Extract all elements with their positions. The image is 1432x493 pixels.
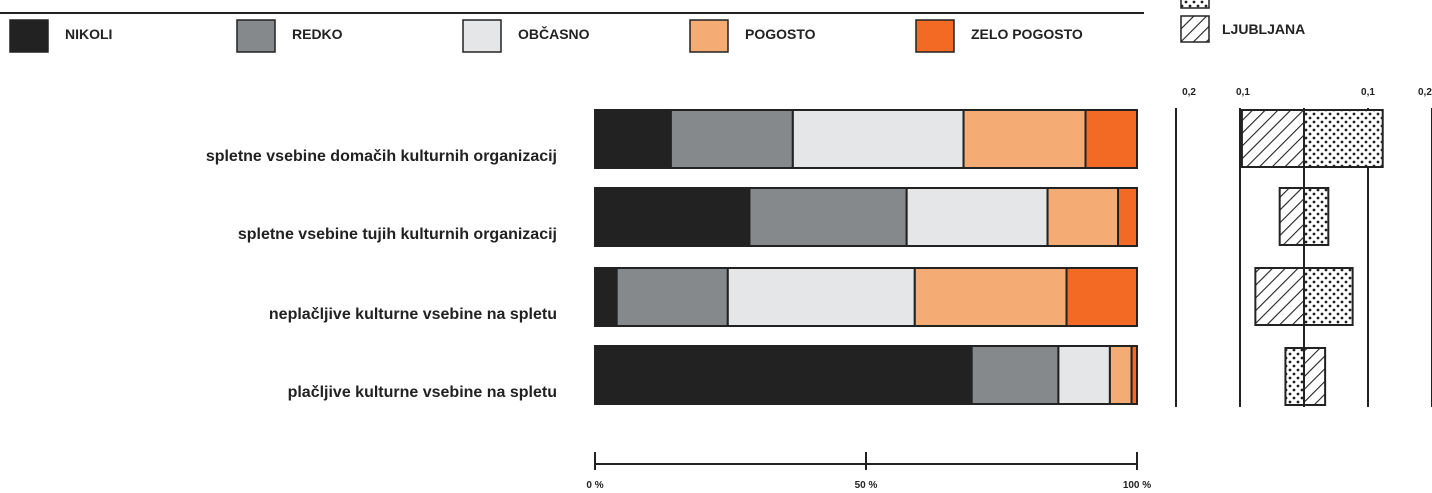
legend-label-obcasno: OBČASNO <box>518 25 590 42</box>
diverging-bar-chart: 0,2 0,1 0,1 0,2 <box>1175 87 1432 407</box>
bar-segment-redko <box>669 109 794 169</box>
x-tick-label: 0 % <box>586 480 603 491</box>
diverging-bar-hatched <box>1254 267 1305 326</box>
legend-label-ljubljana: LJUBLJANA <box>1222 21 1305 37</box>
legend-swatch-ljubljana <box>1180 15 1210 43</box>
category-labels: spletne vsebine domačih kulturnih organi… <box>206 148 557 401</box>
diverging-tick-label: 0,2 <box>1182 87 1196 98</box>
bar-segment-obcasno <box>791 109 965 169</box>
legend: NIKOLI REDKO OBČASNO POGOSTO ZELO POGOSTO LJ… <box>0 0 1305 53</box>
bar-segment-redko <box>748 187 908 247</box>
x-tick-label: 100 % <box>1123 480 1151 491</box>
legend-swatch-nikoli <box>9 19 49 53</box>
legend-swatch-dotted <box>1180 0 1210 9</box>
bar-segment-zelo-pogosto <box>1117 187 1139 247</box>
bar-segment-nikoli <box>594 187 751 247</box>
diverging-tick-label: 0,2 <box>1418 87 1432 98</box>
diverging-bar-hatched <box>1240 109 1306 168</box>
bar-segment-pogosto <box>913 267 1068 327</box>
legend-label-pogosto: POGOSTO <box>745 26 816 42</box>
legend-label-nikoli: NIKOLI <box>65 26 112 42</box>
bar-segment-pogosto <box>1108 345 1133 405</box>
diverging-bar-dotted <box>1303 267 1354 326</box>
legend-swatch-zelo-pogosto <box>915 19 955 53</box>
bar-segment-zelo-pogosto <box>1084 109 1139 169</box>
legend-swatch-pogosto <box>689 19 729 53</box>
legend-label-zelo-pogosto: ZELO POGOSTO <box>971 26 1083 42</box>
legend-swatch-redko <box>236 19 276 53</box>
x-tick-label: 50 % <box>855 480 878 491</box>
category-label: neplačljive kulturne vsebine na spletu <box>269 306 557 323</box>
diverging-bar-hatched <box>1278 187 1306 246</box>
bar-segment-obcasno <box>1057 345 1111 405</box>
bar-segment-obcasno <box>726 267 916 327</box>
bar-segment-nikoli <box>594 345 973 405</box>
legend-swatch-obcasno <box>462 19 502 53</box>
bar-segment-redko <box>615 267 729 327</box>
bar-segment-pogosto <box>962 109 1087 169</box>
bar-segment-zelo-pogosto <box>1065 267 1139 327</box>
category-label: spletne vsebine tujih kulturnih organiza… <box>238 226 557 243</box>
stacked-bar-chart <box>594 109 1139 405</box>
diverging-bar-hatched <box>1303 347 1327 406</box>
diverging-bar-dotted <box>1303 187 1330 246</box>
legend-label-redko: REDKO <box>292 26 343 42</box>
category-label: plačljive kulturne vsebine na spletu <box>288 384 557 401</box>
diverging-tick-label: 0,1 <box>1236 87 1250 98</box>
diverging-tick-label: 0,1 <box>1361 87 1375 98</box>
percent-axis: 0 % 50 % 100 % <box>586 452 1151 491</box>
bar-segment-pogosto <box>1046 187 1120 247</box>
bar-segment-zelo-pogosto <box>1130 345 1138 405</box>
legend-items: NIKOLI REDKO OBČASNO POGOSTO ZELO POGOSTO <box>9 19 1083 53</box>
bar-segment-obcasno <box>905 187 1049 247</box>
diverging-bar-dotted <box>1303 109 1384 168</box>
bar-segment-nikoli <box>594 267 618 327</box>
category-label: spletne vsebine domačih kulturnih organi… <box>206 148 557 165</box>
diverging-bar-dotted <box>1284 347 1305 406</box>
bar-segment-nikoli <box>594 109 672 169</box>
bar-segment-redko <box>970 345 1060 405</box>
